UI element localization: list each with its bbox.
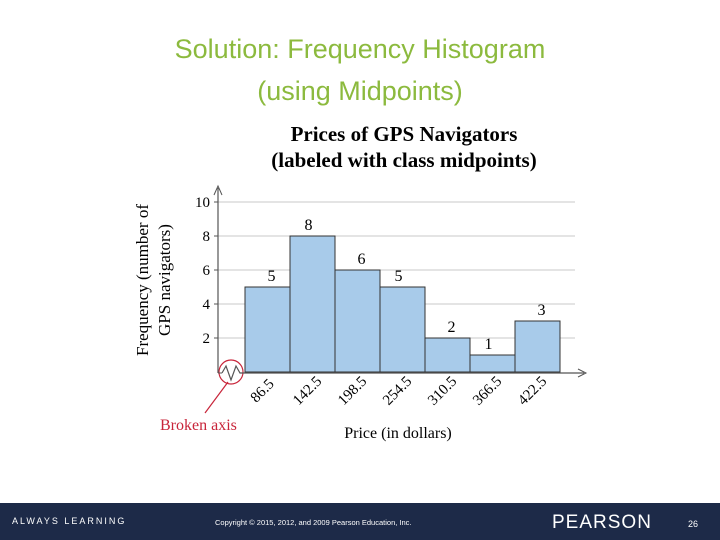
data-label: 6 <box>358 251 366 268</box>
bar <box>334 269 381 373</box>
bar <box>289 235 336 373</box>
x-axis <box>221 364 584 382</box>
footer-brand: PEARSON <box>552 512 652 533</box>
annotation-circle <box>218 359 244 385</box>
x-tick-label: 86.5 <box>248 376 278 406</box>
data-label: 1 <box>485 336 493 353</box>
x-tick-label: 422.5 <box>515 374 550 409</box>
y-tick-label: 10 <box>195 195 210 211</box>
x-tick-label: 310.5 <box>425 374 460 409</box>
data-label: 8 <box>305 217 313 234</box>
bar <box>424 337 471 373</box>
y-tick-label: 8 <box>203 229 211 245</box>
y-tick-label: 4 <box>203 297 211 313</box>
x-tick-label: 254.5 <box>380 374 415 409</box>
x-axis-arrow <box>577 368 588 378</box>
x-axis-label: Price (in dollars) <box>344 425 452 442</box>
footer-bar <box>0 503 720 540</box>
plot: 2 4 6 8 10 86.5 5 142.5 8 198.5 6 254.5 5 310.5 2 366.5… <box>195 195 575 409</box>
y-axis-arrow <box>213 184 223 196</box>
slide-title: Solution: Frequency Histogram <box>175 34 546 64</box>
y-tick-label: 6 <box>203 263 211 279</box>
bar <box>469 354 516 373</box>
footer-copyright: Copyright © 2015, 2012, and 2009 Pearson… <box>215 518 412 527</box>
y-axis-label: GPS navigators) <box>155 224 174 336</box>
x-tick-label: 142.5 <box>290 374 325 409</box>
x-tick-label: 198.5 <box>335 374 370 409</box>
chart-subtitle: (labeled with class midpoints) <box>271 148 536 172</box>
page-number: 26 <box>688 519 698 529</box>
bar <box>244 286 291 373</box>
annotation: Broken axis <box>160 417 237 434</box>
data-label: 5 <box>268 268 276 285</box>
y-tick-label: 2 <box>203 331 211 347</box>
chart-title: Prices of GPS Navigators <box>291 122 518 146</box>
bar <box>379 286 426 373</box>
y-axis-label: Frequency (number of <box>133 204 152 356</box>
x-tick-label: 366.5 <box>470 374 505 409</box>
annotation-pointer <box>204 381 229 414</box>
data-label: 5 <box>395 268 403 285</box>
bar <box>514 320 561 373</box>
footer-tagline: ALWAYS LEARNING <box>12 516 126 526</box>
data-label: 3 <box>538 302 546 319</box>
slide-title: (using Midpoints) <box>257 76 463 106</box>
data-label: 2 <box>448 319 456 336</box>
